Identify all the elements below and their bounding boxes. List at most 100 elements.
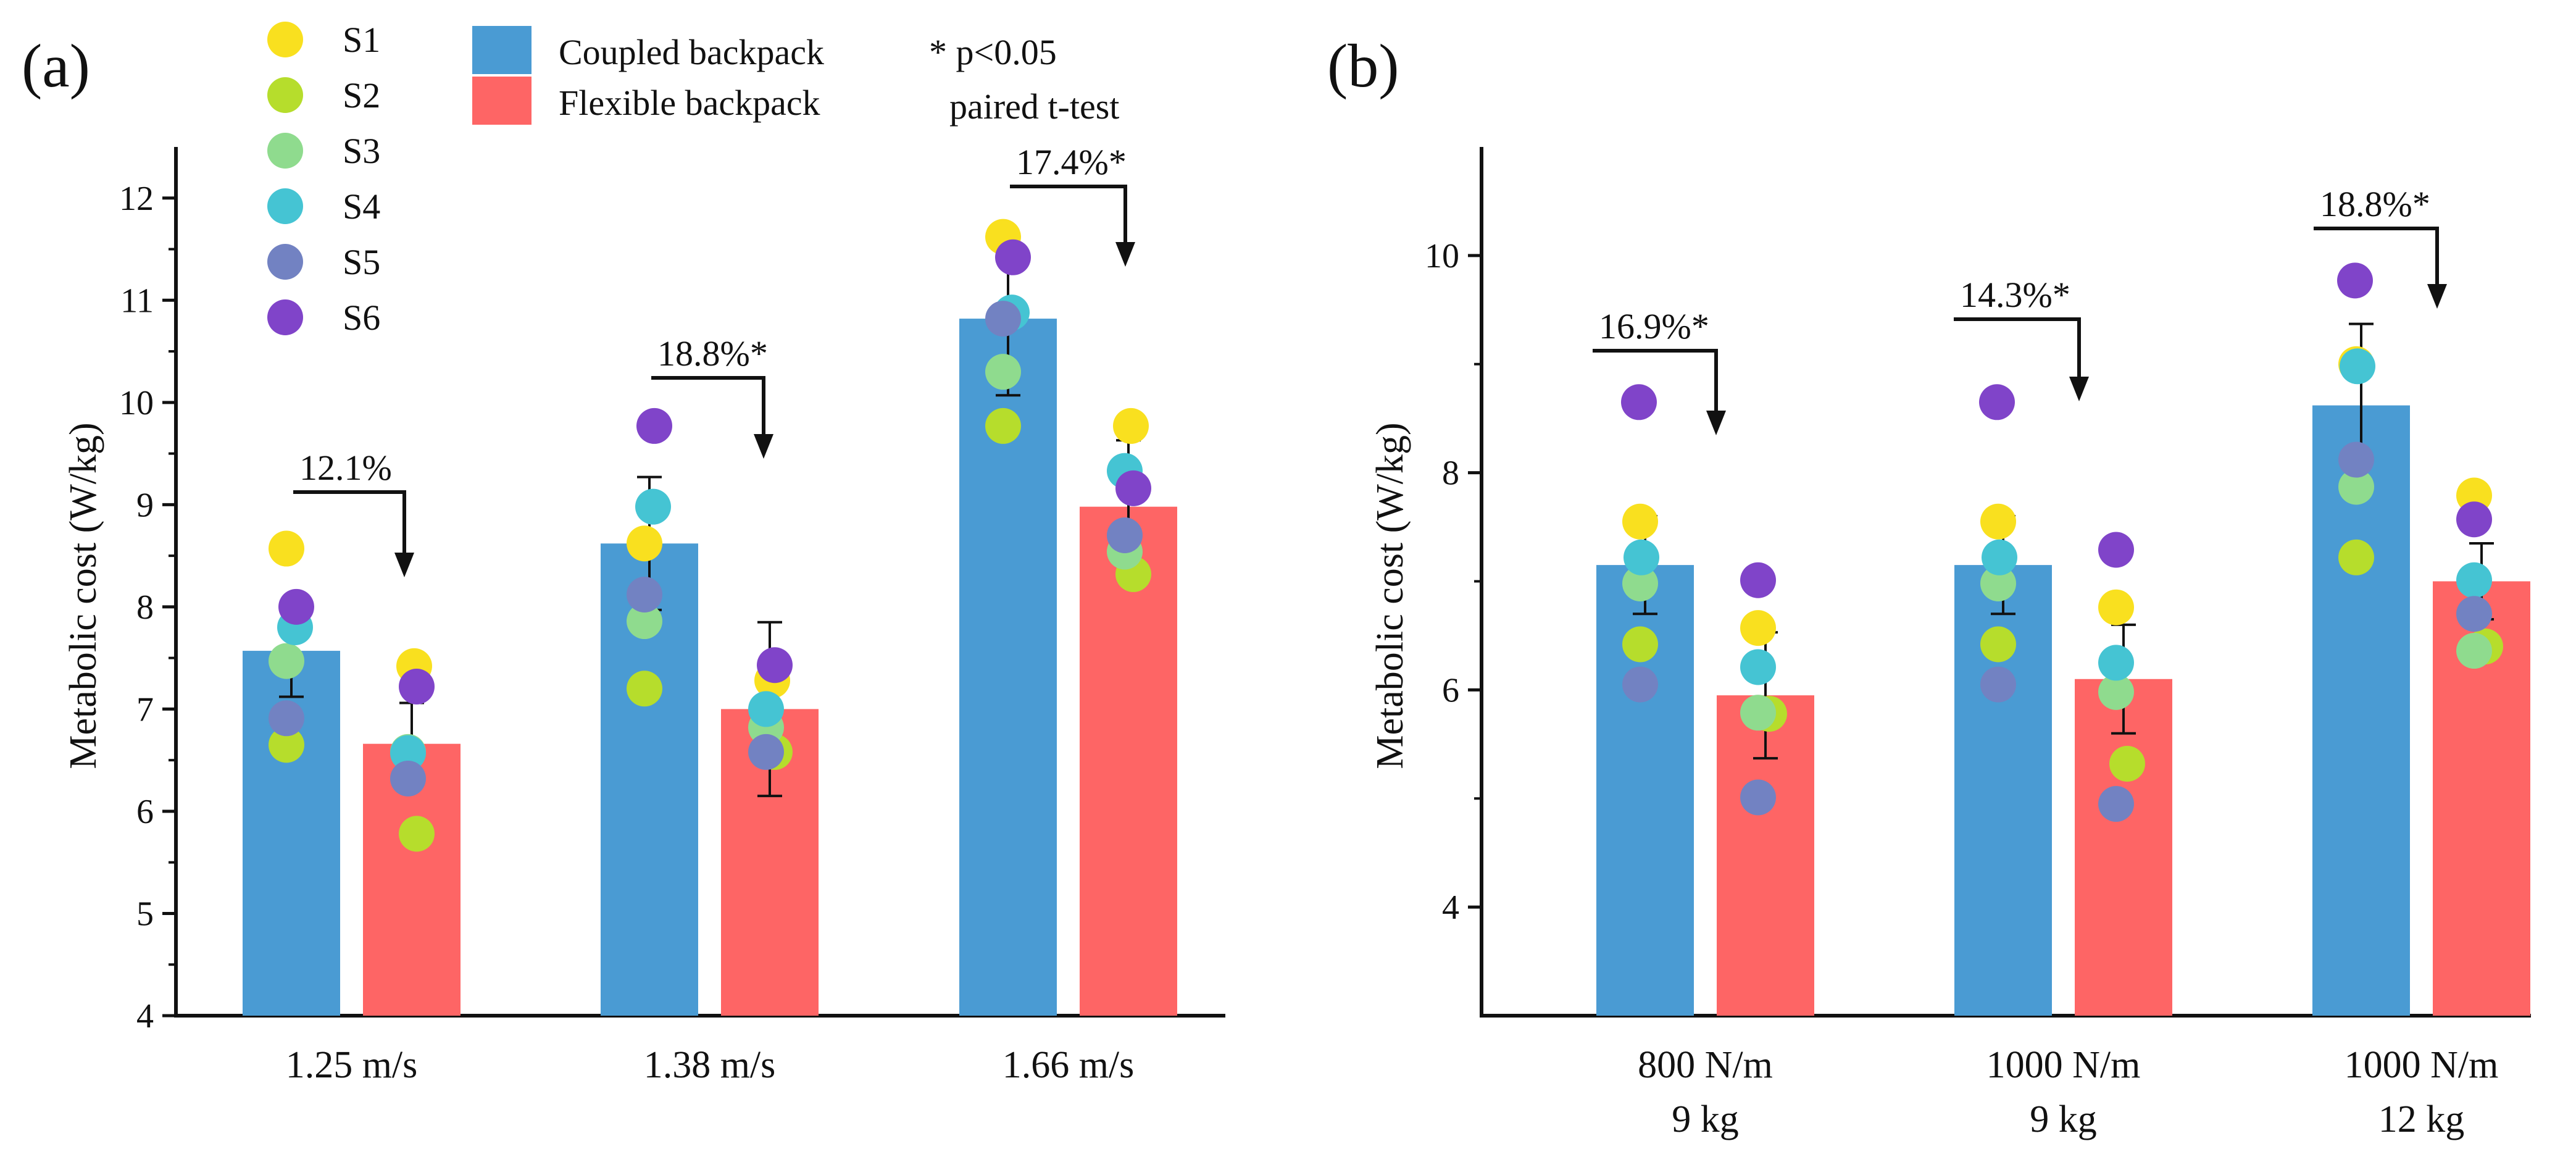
category-label-b-2: 1000 N/m xyxy=(1986,1044,2141,1086)
subject-dot-s5-flexible-a-1 xyxy=(390,760,426,796)
plot-area-b: 4 6 8 10 800 N/m 9 kg 16.9%* 1000 N/m 9 kg 14.3%*… xyxy=(1425,147,2531,1140)
annotation-label-b-3: 18.8%* xyxy=(2320,184,2430,224)
subject-dot-s4-coupled-b-1 xyxy=(1624,539,1659,575)
y-axis-label-b: Metabolic cost (W/kg) xyxy=(1369,422,1411,769)
subject-dot-s6-coupled-b-2 xyxy=(1979,384,2015,420)
legend-marker-s5 xyxy=(267,244,303,280)
subject-dot-s5-coupled-a-3 xyxy=(985,301,1021,337)
panel-b: Metabolic cost (W/kg) 4 6 8 10 800 N/m 9 kg 16… xyxy=(1369,147,2531,1140)
subject-dot-s5-coupled-a-1 xyxy=(269,700,304,737)
y-tick-label-a: 8 xyxy=(136,588,154,627)
subject-dot-s6-flexible-a-1 xyxy=(399,668,435,704)
y-tick-label-a: 6 xyxy=(136,793,154,831)
category-label-a-2: 1.38 m/s xyxy=(644,1044,776,1086)
panel-a-label: (a) xyxy=(22,31,90,100)
legend-label-s3: S3 xyxy=(343,131,380,171)
legend-marker-s2 xyxy=(267,77,303,113)
legend-subject-s2: S2 xyxy=(267,75,380,115)
annotation-label-a-1: 12.1% xyxy=(299,448,392,488)
legend-subject-s3: S3 xyxy=(267,131,380,171)
category-label-b-3: 1000 N/m xyxy=(2345,1044,2499,1086)
category-label-a-3: 1.66 m/s xyxy=(1002,1044,1135,1086)
subject-dot-s3-flexible-b-1 xyxy=(1740,695,1776,731)
annotation-arrow-head-a-2 xyxy=(754,434,773,459)
y-tick-label-a: 5 xyxy=(136,895,154,933)
subject-dot-s3-coupled-b-2 xyxy=(1980,566,2016,602)
legend-subject-s6: S6 xyxy=(267,298,380,338)
subject-dot-s3-coupled-b-1 xyxy=(1622,566,1658,602)
subject-dot-s4-flexible-b-2 xyxy=(2098,645,2134,681)
legend-swatch-flexible xyxy=(472,77,531,125)
legend-label-flexible: Flexible backpack xyxy=(559,83,820,123)
legend-label-s2: S2 xyxy=(343,75,380,115)
y-tick-label-a: 11 xyxy=(120,282,154,320)
subject-dot-s2-flexible-a-1 xyxy=(399,816,435,852)
subject-dot-s4-flexible-a-1 xyxy=(390,735,426,771)
legend-swatch-coupled xyxy=(472,26,531,74)
legend-subjects: S1 S2 S3 S4 S5 S6 xyxy=(267,20,380,338)
annotation-arrow-head-a-3 xyxy=(1115,242,1135,267)
subject-dot-s3-flexible-b-2 xyxy=(2098,674,2134,710)
subject-dot-s6-coupled-b-1 xyxy=(1621,384,1657,420)
subject-dot-s3-coupled-b-3 xyxy=(2338,469,2374,505)
subject-dot-s2-flexible-b-2 xyxy=(2109,745,2145,782)
subject-dot-s5-coupled-b-3 xyxy=(2338,441,2374,478)
legend-subject-s4: S4 xyxy=(267,186,380,227)
annotation-arrow-head-b-2 xyxy=(2069,377,2089,401)
y-tick-label-b: 4 xyxy=(1442,888,1459,927)
subject-dot-s6-flexible-b-3 xyxy=(2456,501,2492,538)
subject-dot-s1-coupled-b-1 xyxy=(1622,503,1658,540)
subject-dot-s6-flexible-a-3 xyxy=(1115,470,1151,506)
subject-dot-s5-flexible-b-2 xyxy=(2098,786,2134,822)
coupled-bar-b-3 xyxy=(2312,405,2410,1016)
subject-dot-s4-flexible-a-2 xyxy=(748,691,784,727)
annotation-arrow-head-b-1 xyxy=(1706,411,1726,435)
flexible-bar-b-2 xyxy=(2075,679,2172,1016)
test-note: paired t-test xyxy=(949,86,1119,127)
y-tick-label-a: 12 xyxy=(119,180,154,218)
category-label-b-1: 9 kg xyxy=(1672,1098,1739,1140)
legend-subject-s5: S5 xyxy=(267,242,380,282)
plot-area-a: 4 5 6 7 8 9 10 11 12 1.25 m/s 12.1% 1.38 m/s 18.8%* 1… xyxy=(119,142,1225,1086)
subject-dot-s2-coupled-a-2 xyxy=(627,671,662,707)
subject-dot-s6-coupled-a-1 xyxy=(278,588,314,625)
significance-note: * p<0.05 xyxy=(929,32,1057,72)
y-tick-label-b: 8 xyxy=(1442,454,1459,493)
y-tick-label-a: 10 xyxy=(119,384,154,422)
category-label-b-1: 800 N/m xyxy=(1638,1044,1773,1086)
subject-dot-s4-coupled-b-2 xyxy=(1982,539,2017,575)
subject-dot-s6-flexible-b-2 xyxy=(2098,532,2134,568)
subject-dot-s6-coupled-b-3 xyxy=(2337,262,2373,299)
legend-marker-s4 xyxy=(267,188,303,224)
subject-dot-s4-coupled-a-2 xyxy=(635,488,671,525)
legend-marker-s6 xyxy=(267,299,303,335)
panel-b-label: (b) xyxy=(1327,31,1399,100)
subject-dot-s5-flexible-a-3 xyxy=(1107,517,1143,554)
legend-subject-s1: S1 xyxy=(267,20,380,60)
y-axis-label-a: Metabolic cost (W/kg) xyxy=(62,422,104,769)
y-tick-label-a: 9 xyxy=(136,486,154,524)
subject-dot-s4-coupled-b-3 xyxy=(2340,348,2375,385)
subject-dot-s1-flexible-b-1 xyxy=(1740,610,1776,646)
subject-dot-s6-flexible-b-1 xyxy=(1740,562,1776,598)
subject-dot-s1-flexible-b-2 xyxy=(2098,589,2134,625)
category-label-a-1: 1.25 m/s xyxy=(286,1044,418,1086)
subject-dot-s2-coupled-a-3 xyxy=(985,408,1021,444)
subject-dot-s1-flexible-a-3 xyxy=(1113,408,1149,444)
legend-label-s1: S1 xyxy=(343,20,380,60)
legend-marker-s3 xyxy=(267,133,303,169)
subject-dot-s1-coupled-b-2 xyxy=(1980,503,2016,540)
subject-dot-s5-coupled-b-1 xyxy=(1622,666,1658,703)
subject-dot-s1-coupled-a-1 xyxy=(269,530,304,567)
subject-dot-s2-coupled-b-2 xyxy=(1980,626,2016,663)
y-tick-label-b: 10 xyxy=(1425,237,1459,275)
subject-dot-s5-flexible-b-1 xyxy=(1740,779,1776,816)
annotation-label-b-2: 14.3%* xyxy=(1960,275,2070,315)
subject-dot-s2-coupled-a-1 xyxy=(269,727,304,763)
legend-label-s6: S6 xyxy=(343,298,380,338)
category-label-b-3: 12 kg xyxy=(2378,1098,2465,1140)
y-tick-label-b: 6 xyxy=(1442,671,1459,709)
subject-dot-s2-coupled-b-3 xyxy=(2338,539,2374,575)
subject-dot-s1-coupled-a-2 xyxy=(627,525,662,562)
